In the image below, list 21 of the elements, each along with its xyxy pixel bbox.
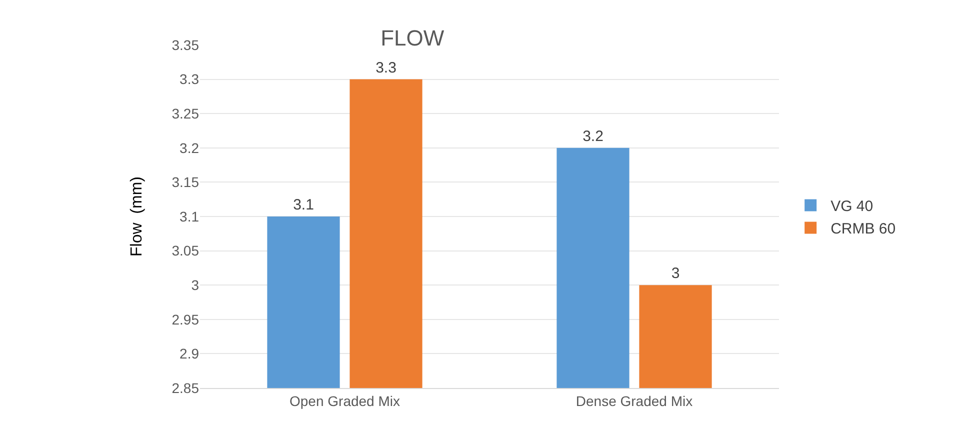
y-tick-label: 3.35 — [172, 36, 200, 53]
chart-title: FLOW — [380, 25, 444, 50]
data-label: 3.2 — [582, 128, 604, 145]
y-tick-label: 2.85 — [172, 380, 200, 396]
y-tick-label: 3.2 — [180, 140, 200, 156]
y-tick-label: 3.1 — [180, 208, 200, 224]
y-tick-label: 3.25 — [172, 106, 200, 122]
x-tick-label: Open Graded Mix — [290, 392, 400, 409]
x-tick-label: Dense Graded Mix — [576, 392, 693, 409]
y-tick-label: 3.05 — [172, 242, 200, 259]
data-label: 3.1 — [293, 196, 314, 214]
y-tick-label: 2.9 — [180, 346, 200, 362]
legend-label: VG 40 — [830, 198, 874, 216]
y-tick-label: 3.15 — [172, 174, 200, 190]
y-tick-label: 3 — [191, 277, 200, 293]
y-tick-label: 3.3 — [180, 71, 200, 88]
y-axis-title: Flow (mm) — [128, 176, 146, 256]
y-tick-label: 2.95 — [172, 311, 200, 328]
data-label: 3.3 — [376, 59, 396, 76]
data-label: 3 — [671, 265, 680, 282]
legend-label: CRMB 60 — [830, 220, 896, 238]
